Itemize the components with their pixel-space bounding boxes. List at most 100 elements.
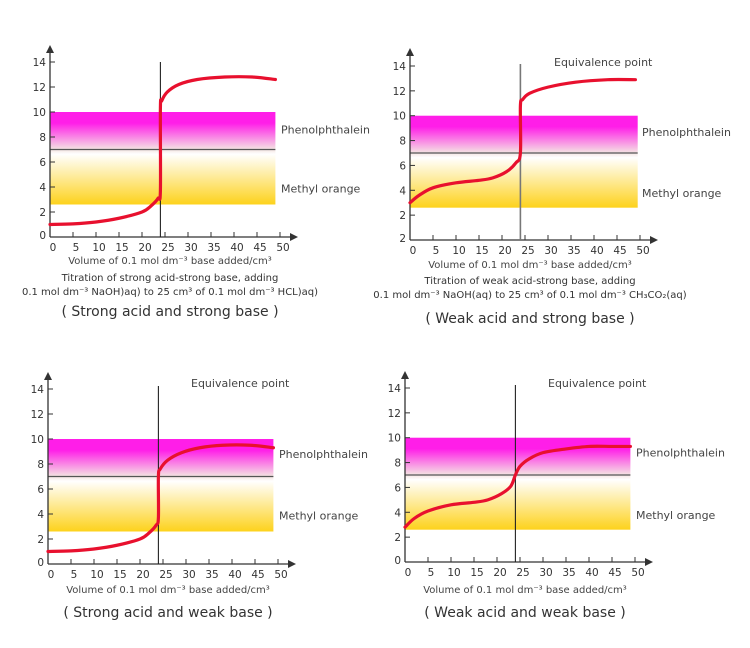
x-tick-label: 10: [447, 567, 460, 579]
indicator-label-phenolphthalein: Phenolphthalein: [281, 124, 370, 137]
x-tick-label: 20: [493, 567, 506, 579]
x-tick-label: 5: [433, 245, 440, 257]
chart-title: ( Strong acid and weak base ): [63, 605, 272, 621]
y-tick-label: 2: [37, 534, 44, 546]
x-axis-title: Volume of 0.1 mol dm⁻³ base added/cm³: [428, 260, 632, 271]
y-tick-label: 2: [399, 233, 406, 245]
x-tick-label: 15: [113, 569, 126, 581]
x-tick-label: 50: [636, 245, 649, 257]
y-tick-label: 8: [39, 132, 46, 144]
y-tick-label: 10: [393, 111, 406, 123]
x-axis-arrow-icon: [645, 558, 653, 566]
x-tick-label: 10: [92, 242, 105, 254]
y-tick-label: 8: [394, 458, 401, 470]
x-tick-label: 35: [567, 245, 580, 257]
y-tick-label: 2: [394, 532, 401, 544]
x-tick-label: 30: [184, 242, 197, 254]
x-axis-arrow-icon: [288, 560, 296, 568]
x-tick-label: 20: [498, 245, 511, 257]
chart-title: ( Weak acid and strong base ): [425, 311, 634, 327]
x-tick-label: 0: [410, 245, 417, 257]
chart-title: ( Strong acid and strong base ): [61, 304, 278, 320]
x-axis-title: Volume of 0.1 mol dm⁻³ base added/cm³: [68, 256, 272, 267]
y-tick-label: 10: [388, 433, 401, 445]
x-tick-label: 30: [539, 567, 552, 579]
indicator-range-band: [405, 437, 631, 530]
indicator-range-band: [48, 439, 274, 532]
y-tick-label: 6: [394, 482, 401, 494]
x-tick-label: 50: [631, 567, 644, 579]
y-tick-label: 12: [388, 408, 401, 420]
y-tick-label: 12: [33, 82, 46, 94]
x-tick-label: 50: [276, 242, 289, 254]
x-tick-label: 40: [585, 567, 598, 579]
indicator-label-methyl-orange: Methyl orange: [279, 509, 359, 522]
indicator-label-phenolphthalein: Phenolphthalein: [636, 447, 725, 460]
x-tick-label: 40: [230, 242, 243, 254]
x-tick-label: 30: [182, 569, 195, 581]
y-axis-arrow-icon: [44, 372, 52, 380]
indicator-label-phenolphthalein: Phenolphthalein: [642, 126, 731, 139]
y-tick-label: 14: [393, 61, 407, 73]
y-tick-label: 14: [33, 57, 47, 69]
y-tick-label: 2: [399, 210, 406, 222]
y-tick-label: 10: [33, 107, 46, 119]
x-tick-label: 20: [138, 242, 151, 254]
y-tick-label: 8: [399, 136, 406, 148]
chart-strong-acid-strong-base: 0 5 10 15 20 25 30 35 40 45 50 0 2 4 6 8 10 12 14 Phenolpht…: [22, 45, 370, 320]
y-tick-label: 4: [399, 185, 406, 197]
titration-curve: [48, 75, 277, 227]
y-tick-label: 0: [39, 230, 46, 242]
titration-curve: [46, 443, 275, 554]
equivalence-point-label: Equivalence point: [548, 377, 647, 390]
x-axis-arrow-icon: [290, 233, 298, 241]
y-tick-label: 4: [39, 182, 46, 194]
x-tick-label: 0: [50, 242, 57, 254]
y-axis-arrow-icon: [406, 48, 414, 56]
x-tick-label: 25: [516, 567, 529, 579]
x-tick-label: 15: [470, 567, 483, 579]
x-tick-label: 5: [71, 569, 78, 581]
y-tick-label: 8: [37, 459, 44, 471]
x-tick-label: 45: [251, 569, 264, 581]
y-tick-label: 12: [31, 409, 44, 421]
x-tick-label: 45: [613, 245, 626, 257]
chart-title: ( Weak acid and weak base ): [424, 605, 625, 621]
x-axis-arrow-icon: [650, 236, 658, 244]
x-tick-label: 50: [274, 569, 287, 581]
y-tick-label: 12: [393, 86, 406, 98]
equivalence-point-label: Equivalence point: [554, 56, 653, 69]
y-tick-label: 4: [37, 509, 44, 521]
x-tick-label: 35: [207, 242, 220, 254]
chart-caption-line: Titration of weak acid-strong base, addi…: [423, 276, 635, 287]
indicator-label-phenolphthalein: Phenolphthalein: [279, 448, 368, 461]
y-axis-arrow-icon: [401, 371, 409, 379]
y-axis-arrow-icon: [46, 45, 54, 53]
indicator-label-methyl-orange: Methyl orange: [636, 509, 716, 522]
equivalence-point-label: Equivalence point: [191, 377, 290, 390]
x-tick-label: 45: [608, 567, 621, 579]
y-tick-label: 14: [388, 383, 402, 395]
y-tick-label: 2: [39, 207, 46, 219]
chart-strong-acid-weak-base: 0 5 10 15 20 25 30 35 40 45 50 0 2 4 6 8 10 12 14 Equivalen…: [31, 372, 368, 621]
x-tick-label: 15: [115, 242, 128, 254]
chart-caption-line: Titration of strong acid-strong base, ad…: [61, 273, 279, 284]
titration-curve: [403, 444, 632, 529]
x-tick-label: 35: [205, 569, 218, 581]
x-tick-label: 15: [475, 245, 488, 257]
chart-caption-line: 0.1 mol dm⁻³ NaOH(aq) to 25 cm³ of 0.1 m…: [373, 290, 686, 301]
x-axis-title: Volume of 0.1 mol dm⁻³ base added/cm³: [66, 585, 270, 596]
x-tick-label: 5: [428, 567, 435, 579]
chart-caption-line: 0.1 mol dm⁻³ NaOH)aq) to 25 cm³ of 0.1 m…: [22, 287, 318, 298]
x-tick-label: 45: [253, 242, 266, 254]
x-tick-label: 10: [90, 569, 103, 581]
x-tick-label: 35: [562, 567, 575, 579]
y-tick-label: 0: [394, 555, 401, 567]
y-tick-label: 4: [394, 507, 401, 519]
indicator-range-band: [410, 115, 638, 208]
indicator-label-methyl-orange: Methyl orange: [642, 187, 722, 200]
y-tick-label: 6: [399, 160, 406, 172]
x-tick-label: 10: [452, 245, 465, 257]
x-tick-label: 0: [405, 567, 412, 579]
